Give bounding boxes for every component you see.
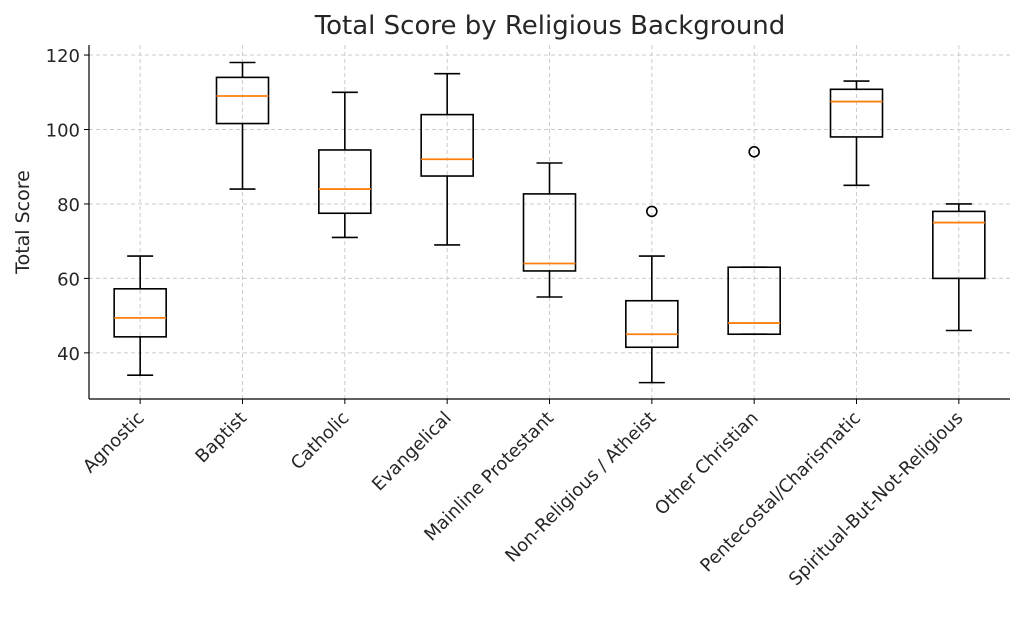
y-tick-label: 60 — [57, 269, 80, 290]
box — [318, 149, 372, 215]
box — [829, 88, 884, 138]
box — [522, 193, 577, 272]
box — [932, 210, 986, 280]
y-tick-label: 40 — [57, 344, 80, 365]
x-tick-label: Catholic — [287, 408, 353, 474]
box — [113, 288, 167, 338]
box — [420, 113, 474, 177]
boxes — [113, 61, 986, 384]
outlier-point — [646, 205, 658, 218]
box — [727, 266, 781, 336]
box — [215, 76, 270, 125]
outlier-point — [748, 146, 760, 158]
y-axis-label: Total Score — [12, 170, 34, 275]
x-tick-label: Baptist — [191, 408, 251, 468]
y-tick-label: 120 — [46, 46, 80, 67]
axes: 40 60 80 100 120 Agnostic Baptist Catholic Evang… — [46, 45, 1010, 590]
grid — [89, 45, 1010, 399]
box — [625, 299, 679, 349]
y-tick-label: 80 — [57, 195, 80, 216]
x-tick-label: Agnostic — [79, 408, 149, 478]
y-tick-label: 100 — [46, 120, 80, 141]
x-tick-label: Spiritual-But-Not-Religious — [785, 408, 967, 590]
x-tick-label: Evangelical — [368, 408, 456, 496]
chart-title: Total Score by Religious Background — [314, 11, 786, 41]
x-tick-label: Other Christian — [651, 408, 763, 520]
